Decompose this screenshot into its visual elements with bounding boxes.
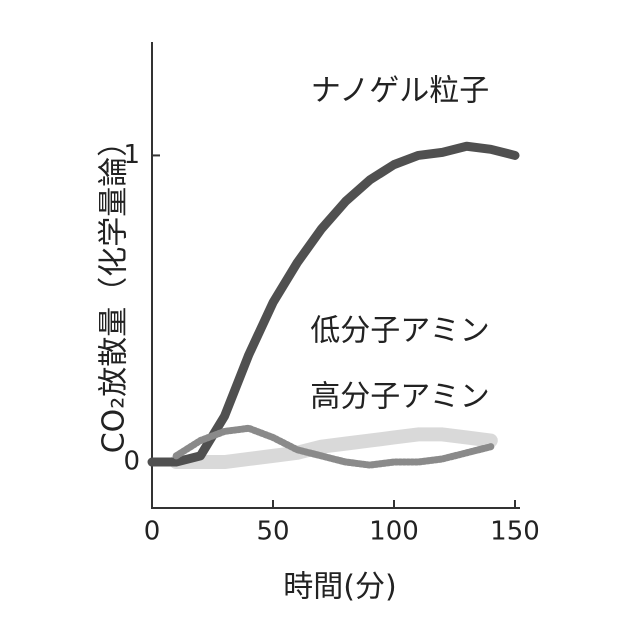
y-tick-label: 0 [123,447,140,477]
x-axis-label: 時間(分) [283,570,396,605]
series-label: 低分子アミン [310,314,489,349]
page: {"chart_data": {"type": "line", "x_label… [0,0,640,640]
chart: CO₂放散量（化学量論） 時間(分) 0 50 100 150 0 1 ナノゲル粒子低分子ア… [0,0,640,640]
series-label: ナノゲル粒子 [311,74,490,109]
x-tick-label: 150 [490,517,540,547]
series-line [152,146,515,462]
y-tick-label: 1 [123,140,140,170]
x-tick-label: 0 [144,517,161,547]
x-tick-label: 50 [256,517,289,547]
x-tick-label: 100 [369,517,419,547]
series-label: 高分子アミン [310,380,489,415]
y-axis-label: CO₂放散量（化学量論） [97,127,132,454]
